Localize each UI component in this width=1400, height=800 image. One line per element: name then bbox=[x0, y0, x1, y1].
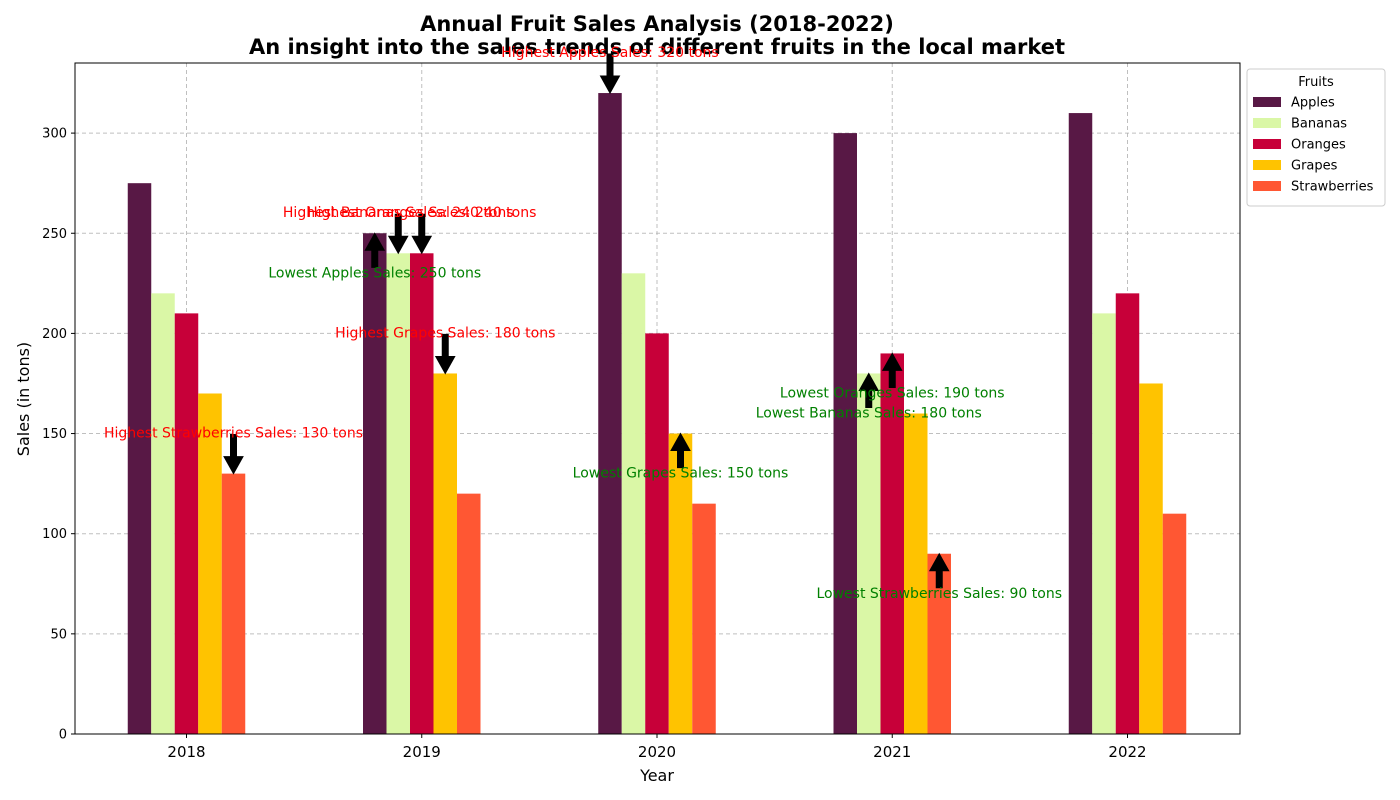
bar-bananas-2018 bbox=[151, 293, 175, 734]
x-axis-label: Year bbox=[639, 766, 674, 785]
y-tick-label: 150 bbox=[42, 427, 67, 442]
y-tick-label: 200 bbox=[42, 327, 67, 342]
bar-apples-2022 bbox=[1068, 113, 1093, 734]
legend-label-oranges: Oranges bbox=[1291, 138, 1346, 153]
legend-swatch-bananas bbox=[1253, 118, 1281, 128]
annotation-label: Highest Oranges Sales: 240 tons bbox=[307, 205, 536, 221]
annotation-label: Highest Strawberries Sales: 130 tons bbox=[104, 426, 363, 442]
bar-strawberries-2022 bbox=[1162, 513, 1187, 734]
annotation-arrow bbox=[858, 372, 880, 409]
legend-swatch-oranges bbox=[1253, 139, 1281, 149]
y-axis-label: Sales (in tons) bbox=[14, 342, 33, 456]
annotation-arrow bbox=[599, 53, 621, 95]
annotation-lowest-grapes: Lowest Grapes Sales: 150 tons bbox=[573, 432, 789, 482]
annotation-label: Highest Bananas Sales: 240 tons bbox=[283, 205, 514, 221]
x-tick-label: 2019 bbox=[403, 743, 441, 761]
bar-grapes-2019 bbox=[433, 373, 457, 734]
legend-label-bananas: Bananas bbox=[1291, 117, 1347, 132]
y-tick-label: 250 bbox=[42, 227, 67, 242]
chart-subtitle: An insight into the sales trends of diff… bbox=[249, 35, 1065, 59]
legend-swatch-grapes bbox=[1253, 160, 1281, 170]
annotation-arrow bbox=[881, 352, 903, 388]
bar-apples-2019 bbox=[363, 233, 387, 735]
annotation-highest-apples: Highest Apples Sales: 320 tons bbox=[501, 45, 719, 95]
bar-strawberries-2021 bbox=[927, 553, 951, 734]
y-tick-label: 50 bbox=[50, 627, 67, 642]
bar-bananas-2021 bbox=[857, 373, 881, 734]
annotation-lowest-strawberries: Lowest Strawberries Sales: 90 tons bbox=[816, 552, 1062, 602]
bar-strawberries-2019 bbox=[457, 493, 481, 734]
bar-apples-2021 bbox=[833, 133, 857, 734]
annotation-lowest-bananas: Lowest Bananas Sales: 180 tons bbox=[756, 372, 982, 422]
annotation-arrow bbox=[364, 232, 386, 268]
y-tick-label: 300 bbox=[42, 127, 67, 142]
bar-strawberries-2020 bbox=[692, 503, 716, 734]
annotation-arrow bbox=[670, 432, 691, 469]
annotation-highest-strawberries: Highest Strawberries Sales: 130 tons bbox=[104, 426, 363, 475]
bar-oranges-2018 bbox=[174, 313, 199, 734]
annotation-arrow bbox=[223, 434, 244, 475]
annotation-lowest-oranges: Lowest Oranges Sales: 190 tons bbox=[780, 352, 1005, 401]
annotation-label: Lowest Apples Sales: 250 tons bbox=[268, 265, 481, 281]
annotation-arrow bbox=[928, 552, 950, 589]
annotation-label: Highest Grapes Sales: 180 tons bbox=[335, 325, 555, 341]
annotation-label: Lowest Grapes Sales: 150 tons bbox=[573, 466, 789, 482]
bar-apples-2018 bbox=[127, 183, 152, 735]
x-tick-label: 2021 bbox=[873, 743, 911, 761]
y-tick-label: 100 bbox=[42, 527, 67, 542]
x-tick-label: 2022 bbox=[1108, 743, 1146, 761]
x-tick-label: 2018 bbox=[167, 743, 205, 761]
bar-bananas-2022 bbox=[1092, 313, 1116, 734]
axes-layer: 0 50 100 150 200 250 300 2018 2019 2020 2021 2022 bbox=[42, 127, 1146, 761]
annotation-label: Lowest Bananas Sales: 180 tons bbox=[756, 406, 982, 422]
legend-title: Fruits bbox=[1298, 75, 1334, 90]
legend-label-strawberries: Strawberries bbox=[1291, 180, 1374, 195]
bar-oranges-2021 bbox=[880, 353, 904, 734]
bar-bananas-2020 bbox=[621, 273, 646, 734]
bar-grapes-2022 bbox=[1139, 383, 1163, 734]
annotation-label: Lowest Strawberries Sales: 90 tons bbox=[816, 586, 1062, 602]
legend-label-grapes: Grapes bbox=[1291, 159, 1338, 174]
annotation-label: Lowest Oranges Sales: 190 tons bbox=[780, 385, 1005, 401]
annotation-highest-oranges: Highest Oranges Sales: 240 tons bbox=[307, 205, 536, 255]
bar-strawberries-2018 bbox=[221, 473, 246, 734]
bar-oranges-2019 bbox=[410, 253, 434, 735]
y-tick-label: 0 bbox=[59, 728, 67, 743]
legend-box bbox=[1246, 68, 1386, 207]
bars-layer bbox=[127, 93, 1187, 735]
bar-apples-2020 bbox=[598, 93, 622, 734]
annotation-lowest-apples: Lowest Apples Sales: 250 tons bbox=[268, 232, 481, 281]
annotation-label: Highest Apples Sales: 320 tons bbox=[501, 45, 718, 61]
legend-swatch-strawberries bbox=[1253, 181, 1281, 191]
chart-title: Annual Fruit Sales Analysis (2018-2022) bbox=[420, 12, 894, 36]
annotation-highest-bananas: Highest Bananas Sales: 240 tons bbox=[283, 205, 514, 255]
annotation-arrow bbox=[434, 333, 456, 375]
legend-swatch-apples bbox=[1253, 97, 1281, 107]
bar-oranges-2022 bbox=[1115, 293, 1140, 734]
bar-grapes-2020 bbox=[668, 433, 693, 734]
legend-label-apples: Apples bbox=[1291, 96, 1335, 111]
annotation-highest-grapes: Highest Grapes Sales: 180 tons bbox=[335, 325, 555, 375]
annotation-arrow bbox=[387, 213, 409, 255]
bar-bananas-2019 bbox=[386, 253, 410, 735]
annotation-arrow bbox=[411, 213, 433, 255]
bar-grapes-2018 bbox=[198, 393, 222, 734]
legend: Fruits Apples Bananas Oranges Grapes Strawber… bbox=[1246, 68, 1386, 207]
x-tick-label: 2020 bbox=[638, 743, 676, 761]
annotations-layer: Highest Apples Sales: 320 tons Lowest App… bbox=[104, 45, 1062, 602]
bar-oranges-2020 bbox=[645, 333, 669, 734]
bar-grapes-2021 bbox=[904, 413, 928, 734]
